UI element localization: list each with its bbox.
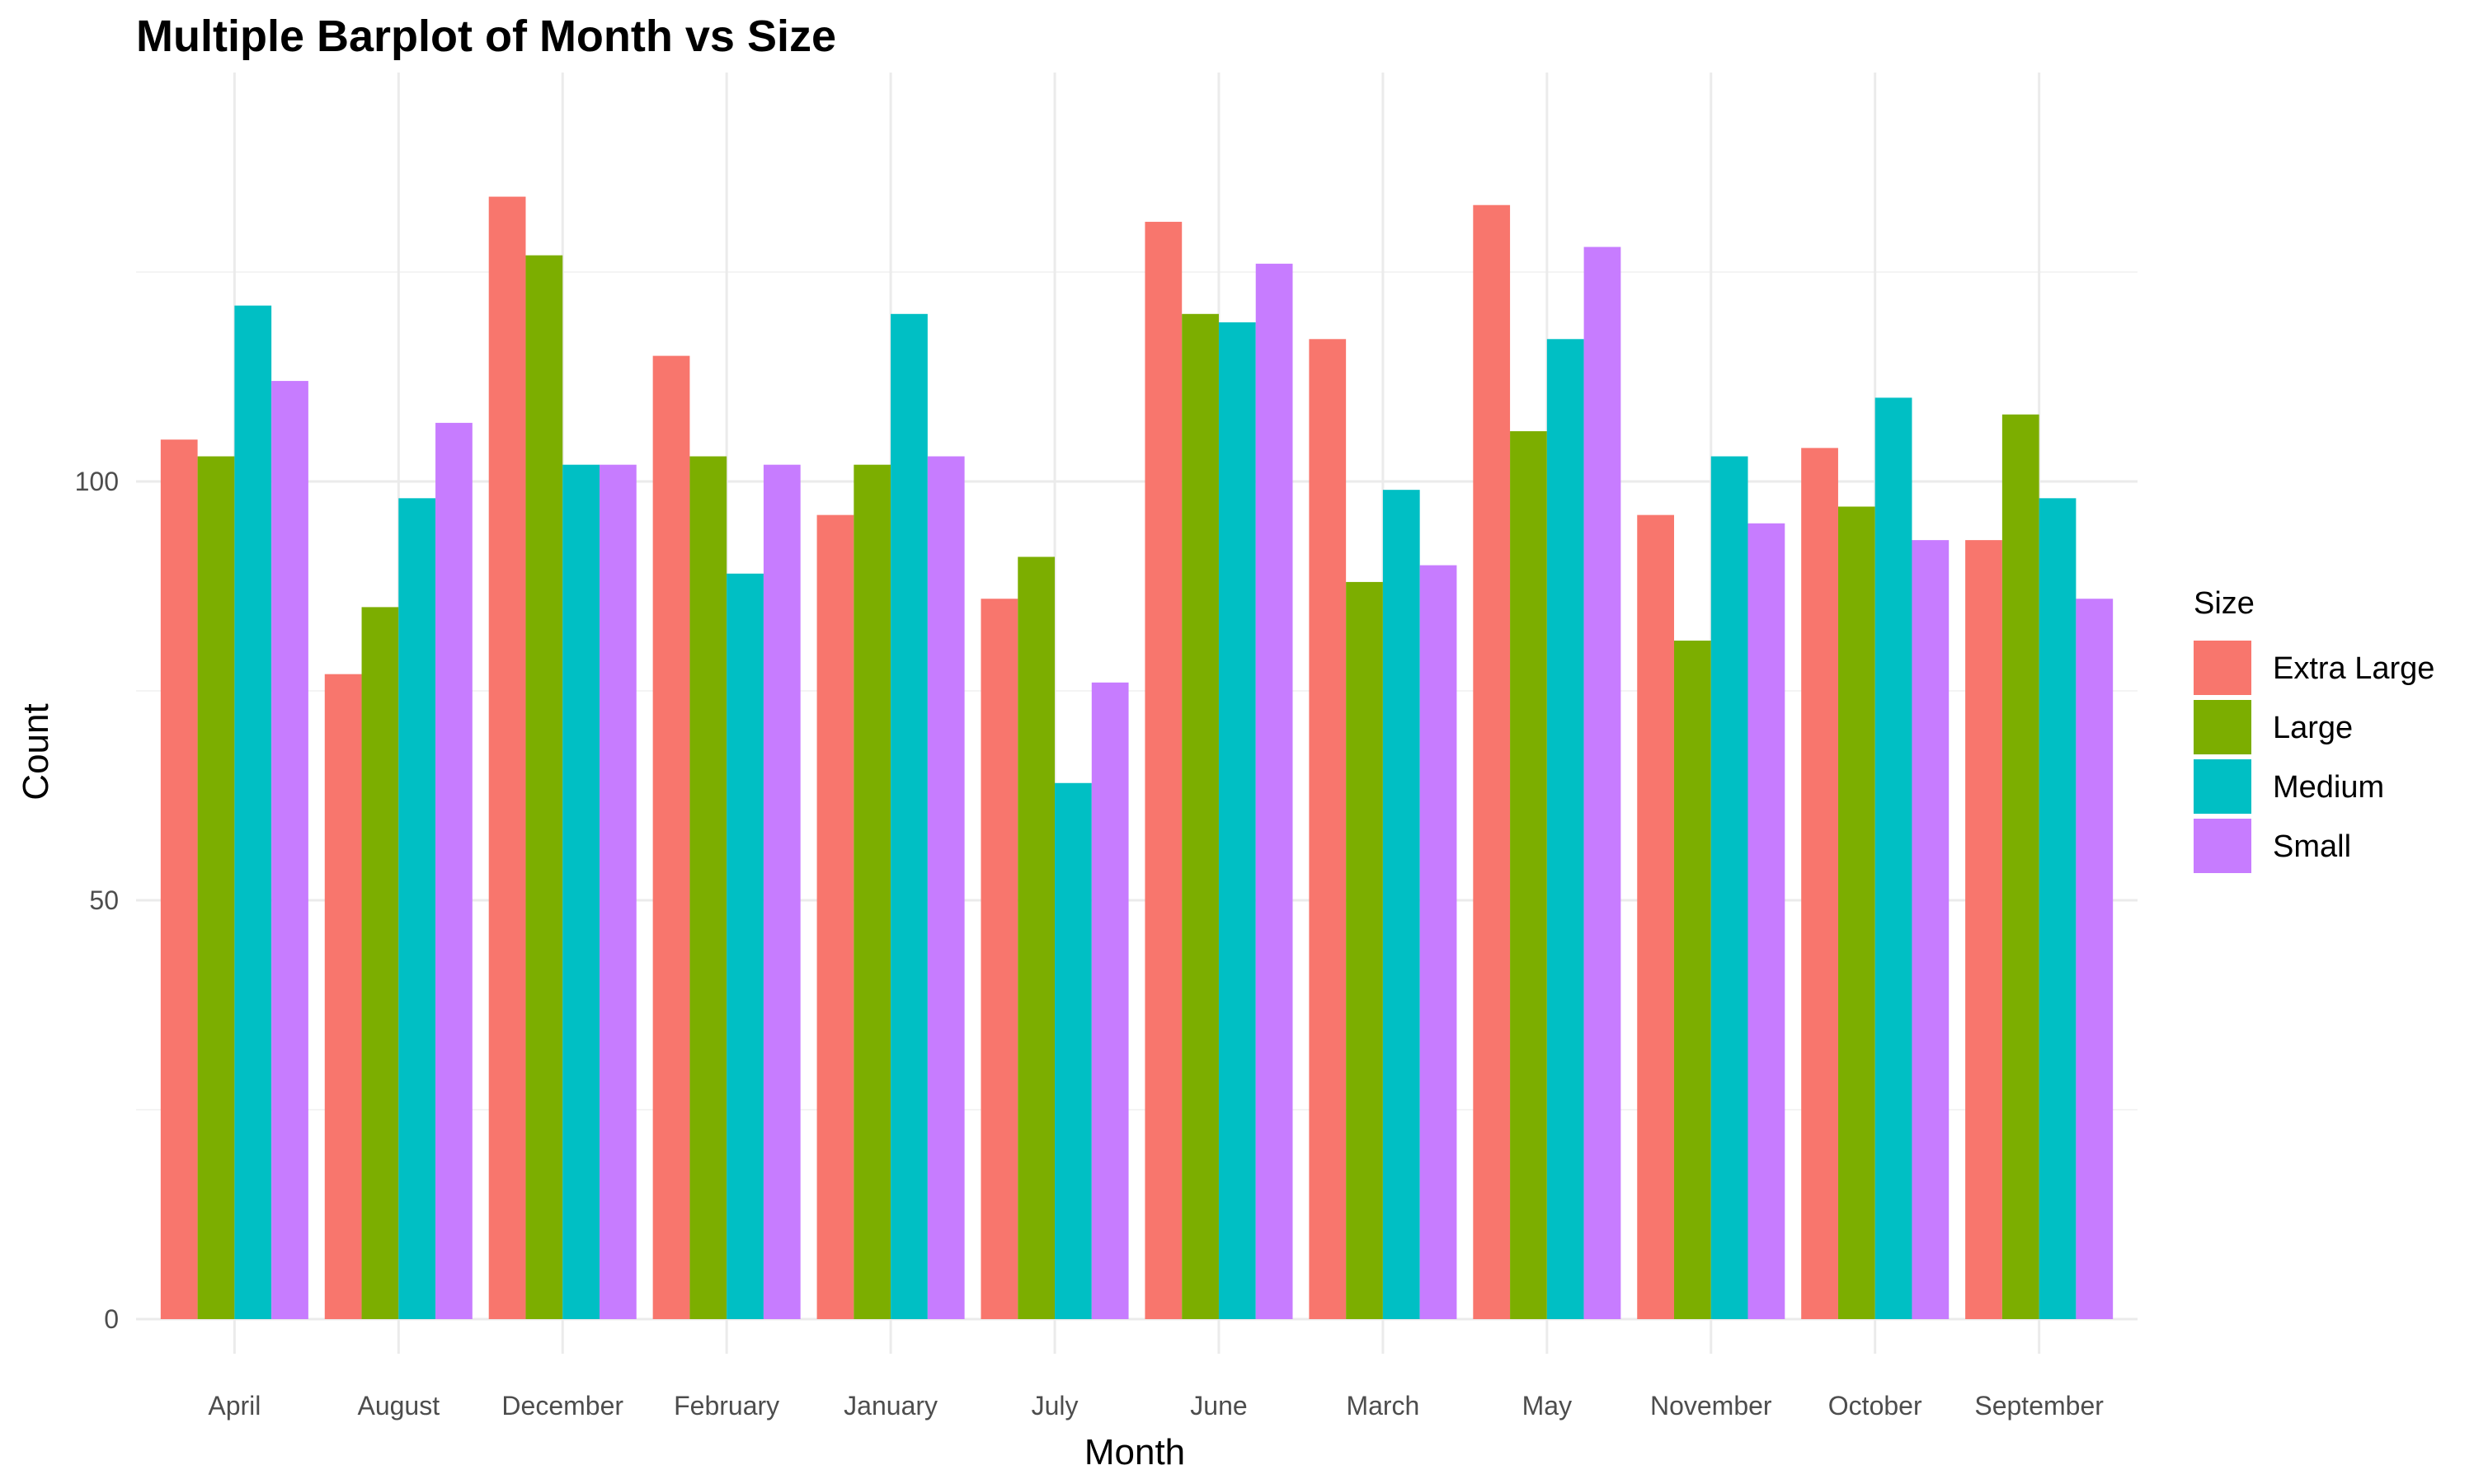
bar bbox=[1837, 506, 1875, 1319]
bar bbox=[727, 573, 764, 1319]
bar bbox=[1346, 581, 1383, 1319]
x-tick-label: October bbox=[1828, 1391, 1922, 1421]
x-tick-label: November bbox=[1650, 1391, 1772, 1421]
x-axis-ticks: April August December February January July Ju… bbox=[208, 1391, 2104, 1421]
x-tick-label: September bbox=[1974, 1391, 2104, 1421]
legend-key bbox=[2194, 759, 2251, 814]
bar bbox=[197, 456, 235, 1319]
x-tick-label: April bbox=[208, 1391, 261, 1421]
legend-label: Large bbox=[2273, 711, 2353, 745]
bar bbox=[435, 422, 473, 1319]
bar bbox=[763, 464, 801, 1320]
bar bbox=[324, 674, 362, 1319]
bar bbox=[981, 599, 1018, 1319]
bar bbox=[1674, 641, 1711, 1319]
x-tick-label: August bbox=[357, 1391, 440, 1421]
bar bbox=[1182, 313, 1219, 1319]
bar bbox=[854, 464, 891, 1320]
bar bbox=[1747, 523, 1785, 1319]
bar bbox=[2001, 414, 2039, 1320]
x-axis-title: Month bbox=[1084, 1432, 1185, 1472]
legend-label: Medium bbox=[2273, 770, 2384, 805]
x-tick-label: December bbox=[501, 1391, 623, 1421]
bar bbox=[652, 355, 690, 1320]
x-tick-label: July bbox=[1032, 1391, 1079, 1421]
bar bbox=[1091, 682, 1129, 1319]
legend-key bbox=[2194, 700, 2251, 754]
bar bbox=[160, 439, 198, 1320]
bar bbox=[1510, 431, 1547, 1319]
bar bbox=[816, 514, 854, 1319]
bar bbox=[525, 255, 563, 1320]
legend: Size Extra Large Large Medium Small bbox=[2194, 586, 2434, 873]
bar bbox=[927, 456, 965, 1319]
x-tick-label: March bbox=[1346, 1391, 1419, 1421]
bar bbox=[1473, 204, 1511, 1320]
bar bbox=[1965, 540, 2002, 1319]
bar bbox=[234, 305, 272, 1319]
bar bbox=[689, 456, 727, 1319]
bar bbox=[2076, 599, 2114, 1319]
chart-title: Multiple Barplot of Month vs Size bbox=[136, 12, 836, 61]
x-tick-label: May bbox=[1522, 1391, 1572, 1421]
bar bbox=[271, 381, 308, 1320]
bar bbox=[1309, 339, 1347, 1319]
x-tick-label: February bbox=[674, 1391, 779, 1421]
bar bbox=[398, 498, 436, 1319]
x-tick-label: June bbox=[1190, 1391, 1247, 1421]
y-tick-label: 100 bbox=[75, 467, 119, 496]
bar bbox=[1546, 339, 1584, 1319]
y-axis-ticks: 0 50 100 bbox=[75, 467, 119, 1334]
bar bbox=[1710, 456, 1748, 1319]
bar bbox=[1018, 556, 1056, 1319]
bar bbox=[1055, 782, 1092, 1319]
y-tick-label: 0 bbox=[104, 1304, 119, 1334]
bar bbox=[1583, 247, 1621, 1319]
bar bbox=[1874, 397, 1912, 1319]
y-axis-title: Count bbox=[16, 703, 56, 800]
bar bbox=[1419, 565, 1457, 1319]
legend-key bbox=[2194, 641, 2251, 695]
legend-label: Small bbox=[2273, 829, 2351, 864]
bar bbox=[488, 196, 526, 1319]
bar bbox=[1145, 222, 1183, 1319]
legend-title: Size bbox=[2194, 586, 2255, 621]
legend-label: Extra Large bbox=[2273, 651, 2434, 686]
x-tick-label: January bbox=[844, 1391, 938, 1421]
bar bbox=[1801, 448, 1838, 1319]
bar bbox=[1382, 490, 1420, 1319]
bars bbox=[160, 196, 2114, 1320]
y-tick-label: 50 bbox=[89, 885, 119, 915]
bar bbox=[1912, 540, 1950, 1319]
bar bbox=[1637, 514, 1675, 1319]
bar bbox=[1255, 263, 1293, 1320]
bar bbox=[1218, 322, 1256, 1320]
bar bbox=[891, 313, 928, 1319]
bar bbox=[562, 464, 600, 1320]
legend-key bbox=[2194, 819, 2251, 873]
bar bbox=[599, 464, 637, 1320]
bar bbox=[361, 607, 399, 1319]
bar bbox=[2039, 498, 2077, 1319]
